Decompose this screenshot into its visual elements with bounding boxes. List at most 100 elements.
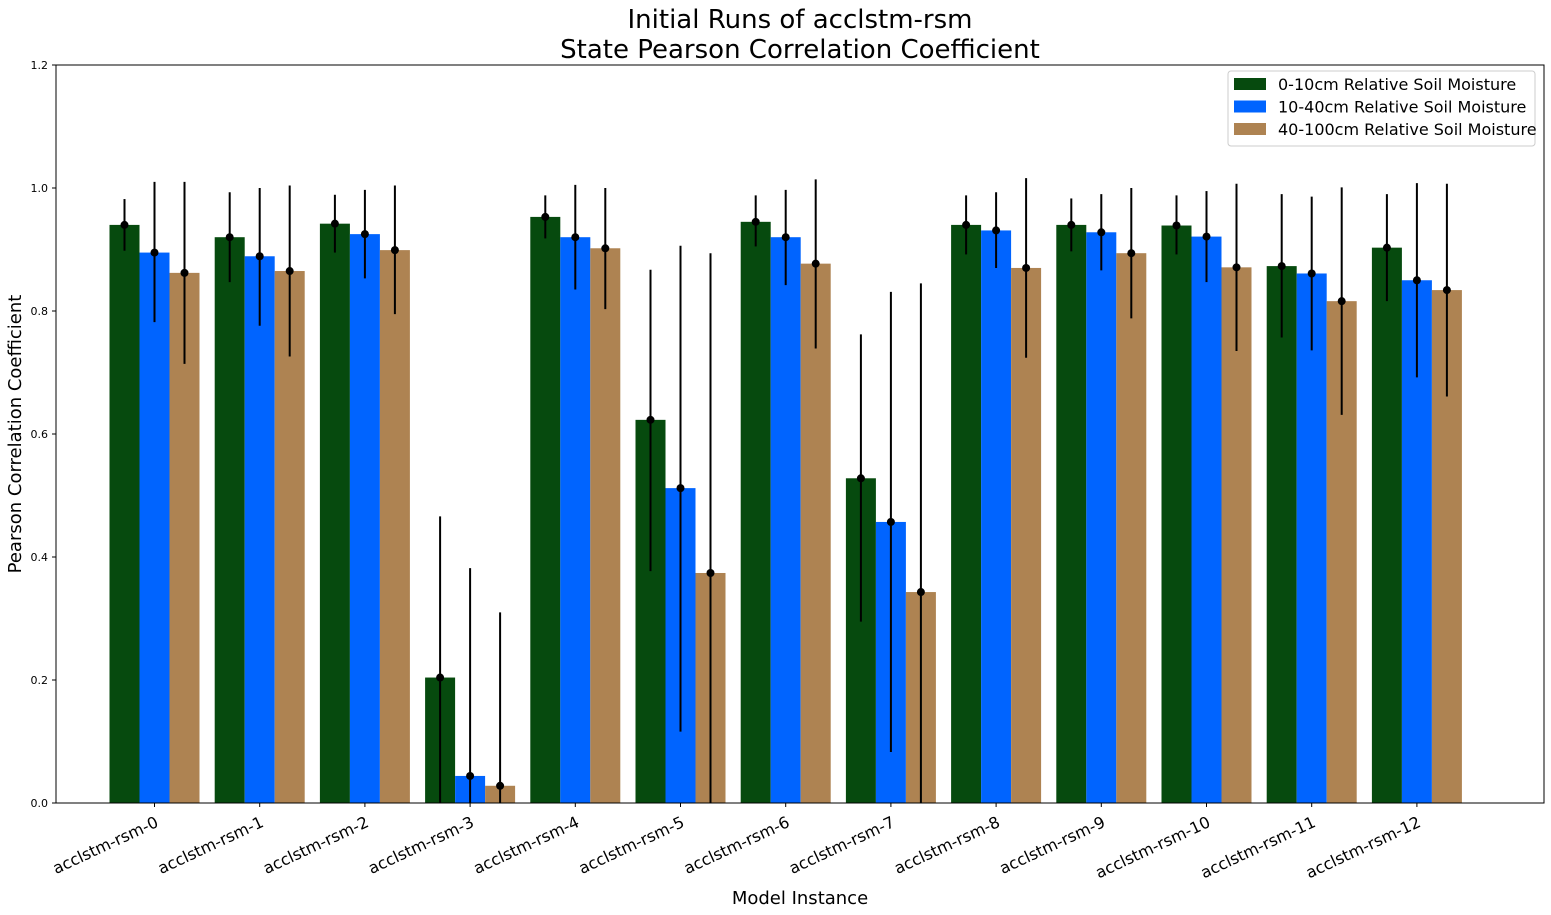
bar	[1371, 247, 1402, 803]
x-tick-label: acclstm-rsm-7	[786, 812, 898, 878]
y-tick-label: 1.2	[31, 59, 49, 72]
bar	[770, 237, 801, 803]
mean-marker	[992, 226, 1001, 235]
mean-marker	[1127, 249, 1136, 258]
mean-marker	[541, 212, 550, 221]
mean-marker	[150, 248, 159, 257]
legend-swatch	[1234, 100, 1266, 113]
chart-title-line-1: Initial Runs of acclstm-rsm	[628, 5, 973, 35]
x-tick-label: acclstm-rsm-11	[1198, 812, 1319, 882]
legend-frame	[1227, 70, 1536, 147]
x-tick-label: acclstm-rsm-8	[891, 812, 1003, 878]
mean-marker	[466, 771, 475, 780]
mean-marker	[962, 220, 971, 229]
mean-marker	[601, 244, 610, 253]
bar	[1191, 236, 1222, 803]
x-axis: acclstm-rsm-0acclstm-rsm-1acclstm-rsm-2a…	[50, 803, 1424, 882]
bar	[1116, 253, 1147, 803]
legend-label: 0-10cm Relative Soil Moisture	[1278, 75, 1516, 94]
mean-marker	[360, 230, 369, 239]
bar	[1086, 232, 1117, 803]
x-tick-label: acclstm-rsm-4	[470, 812, 582, 878]
y-tick-label: 0.8	[31, 305, 49, 318]
mean-marker	[1442, 286, 1451, 295]
mean-marker	[436, 673, 445, 682]
mean-marker	[1202, 232, 1211, 241]
mean-marker	[390, 246, 399, 255]
x-axis-label: Model Instance	[732, 888, 868, 909]
mean-marker	[1382, 243, 1391, 252]
mean-marker	[856, 474, 865, 483]
mean-marker	[496, 781, 505, 790]
y-tick-label: 0.6	[31, 428, 49, 441]
y-tick-label: 0.4	[31, 551, 49, 564]
mean-marker	[886, 517, 895, 526]
bar	[319, 223, 350, 804]
bar	[214, 237, 245, 803]
mean-marker	[1172, 221, 1181, 230]
mean-marker	[1067, 220, 1076, 229]
mean-marker	[1277, 262, 1286, 271]
mean-marker	[255, 252, 264, 261]
bar	[379, 250, 410, 804]
y-axis: 0.0 0.2 0.4 0.6 0.8 1.0 1.2	[31, 59, 56, 810]
legend: 0-10cm Relative Soil Moisture 10-40cm Rel…	[1227, 70, 1537, 147]
legend-label: 10-40cm Relative Soil Moisture	[1278, 98, 1526, 117]
legend-label: 40-100cm Relative Soil Moisture	[1278, 120, 1537, 139]
mean-marker	[676, 484, 685, 493]
x-tick-label: acclstm-rsm-5	[576, 812, 688, 878]
mean-marker	[1232, 263, 1241, 272]
bar	[1161, 225, 1192, 803]
mean-marker	[916, 588, 925, 597]
mean-marker	[706, 568, 715, 577]
bar	[1056, 224, 1087, 803]
x-tick-label: acclstm-rsm-9	[996, 812, 1108, 878]
mean-marker	[285, 267, 294, 276]
mean-marker	[646, 415, 655, 424]
x-tick-label: acclstm-rsm-0	[50, 812, 162, 878]
mean-marker	[225, 233, 234, 242]
y-tick-label: 0.2	[31, 674, 49, 687]
legend-swatch	[1234, 123, 1266, 135]
bar	[139, 252, 170, 803]
bar	[981, 230, 1012, 803]
mean-marker	[1412, 276, 1421, 285]
bar	[740, 221, 771, 803]
x-tick-label: acclstm-rsm-2	[260, 812, 372, 878]
bar	[274, 271, 305, 803]
mean-marker	[811, 259, 820, 268]
bar	[109, 224, 140, 803]
x-tick-label: acclstm-rsm-6	[681, 812, 793, 878]
x-tick-label: acclstm-rsm-1	[155, 812, 267, 878]
y-axis-label: Pearson Correlation Coefficient	[5, 295, 26, 574]
y-tick-label: 0.0	[31, 797, 49, 810]
mean-marker	[1022, 263, 1031, 272]
bar	[951, 224, 982, 803]
bar	[1266, 266, 1297, 804]
bars-layer	[109, 216, 1462, 804]
bar	[590, 248, 621, 803]
mean-marker	[571, 233, 580, 242]
mean-marker	[1337, 297, 1346, 306]
bar	[560, 237, 591, 803]
legend-swatch	[1234, 78, 1266, 90]
error-bars-layer	[120, 178, 1451, 803]
bar	[1296, 273, 1327, 803]
x-tick-label: acclstm-rsm-12	[1303, 812, 1424, 882]
mean-marker	[1097, 228, 1106, 237]
mean-marker	[180, 268, 189, 277]
chart-title-line-2: State Pearson Correlation Coefficient	[560, 35, 1040, 65]
bar	[349, 234, 380, 803]
mean-marker	[751, 217, 760, 226]
y-tick-label: 1.0	[31, 182, 49, 195]
mean-marker	[120, 220, 129, 229]
x-tick-label: acclstm-rsm-3	[365, 812, 477, 878]
bar	[530, 216, 561, 803]
mean-marker	[330, 219, 339, 228]
bar	[244, 256, 275, 803]
mean-marker	[1307, 269, 1316, 278]
mean-marker	[781, 233, 790, 242]
x-tick-label: acclstm-rsm-10	[1092, 812, 1213, 882]
bar	[1221, 267, 1252, 804]
